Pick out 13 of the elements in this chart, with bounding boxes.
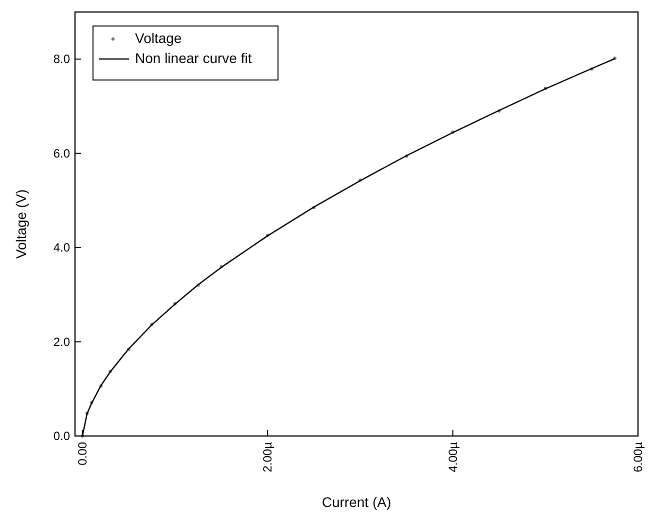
- y-axis-title: Voltage (V): [13, 189, 29, 259]
- x-tick-label: 2.00µ: [260, 442, 275, 472]
- x-tick-label: 4.00µ: [446, 442, 460, 472]
- legend-label: Non linear curve fit: [135, 50, 252, 66]
- y-tick-label: 4.0: [53, 240, 70, 255]
- x-tick-label: 6.00µ: [631, 442, 645, 472]
- y-tick-label: 6.0: [53, 146, 70, 160]
- y-tick-label: 8.0: [53, 52, 70, 66]
- x-tick-label: 0.00: [75, 442, 90, 466]
- y-tick-label: 2.0: [53, 334, 70, 349]
- y-tick-label: 0.0: [53, 429, 70, 443]
- legend-label: Voltage: [135, 30, 182, 46]
- x-axis-title: Current (A): [322, 494, 392, 510]
